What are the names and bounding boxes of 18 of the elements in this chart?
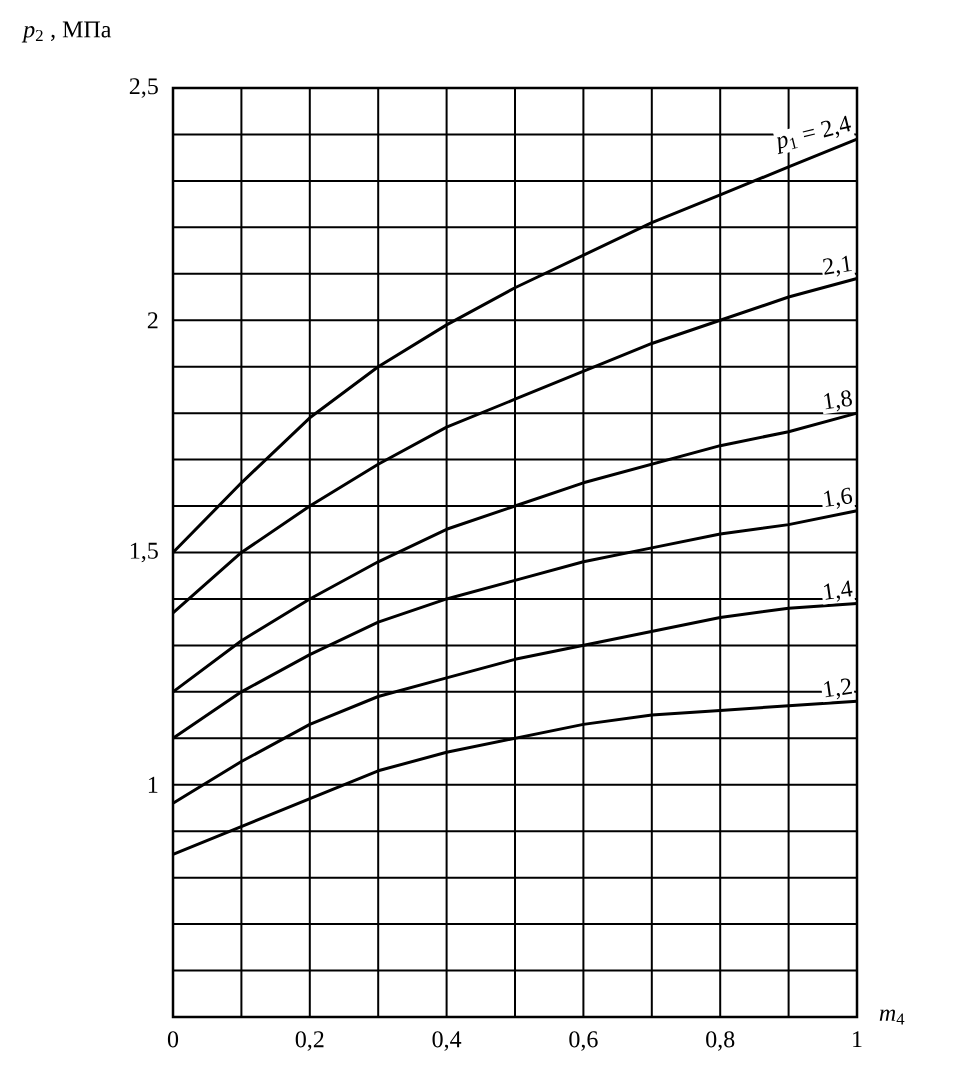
y-tick-label: 2 [147, 312, 158, 329]
x-tick-label: 0,8 [706, 1031, 735, 1051]
y-tick-label: 1,5 [130, 542, 158, 563]
x-tick-label: 0,6 [569, 1031, 598, 1051]
x-tick-label: 1 [853, 1031, 862, 1048]
y-tick-label: 1 [148, 776, 158, 793]
text: 1,8 [823, 390, 852, 412]
y-tick-label: 2,5 [129, 78, 158, 98]
x-axis-title: m$_{4}$ [879, 1009, 905, 1025]
text: 1,6 [823, 487, 853, 509]
x-tick-label: 0,2 [295, 1031, 324, 1051]
y-axis-title: p$_{2}$ , МПа [21, 21, 112, 43]
x-tick-label: 0 [167, 1031, 179, 1048]
text: 1,2 [823, 678, 853, 700]
x-tick-label: 0,4 [432, 1031, 462, 1051]
text: 2,1 [823, 255, 852, 277]
text: 1,4 [823, 580, 853, 602]
text: p$_{1}$ = 2,4 [776, 115, 852, 155]
